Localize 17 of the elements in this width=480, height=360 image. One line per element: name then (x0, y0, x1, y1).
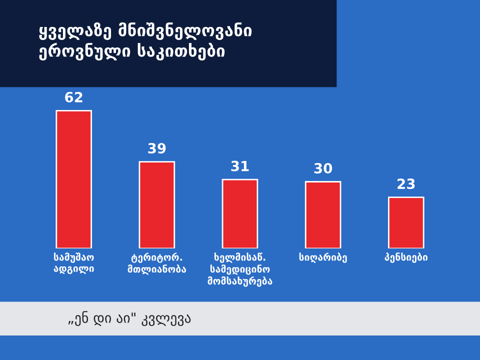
text: „ენ დი აი" კვლევა (68, 311, 191, 326)
data-label: 30 (314, 163, 332, 174)
bar (56, 110, 92, 248)
x-tick-label: პენსიები (384, 252, 428, 263)
x-tick-label: ტერიტორ. მთლიანობა (128, 252, 186, 275)
bar (222, 178, 258, 248)
data-label: 31 (231, 160, 249, 172)
bar (304, 181, 342, 248)
x-tick-label: სამუშაო ადგილი (54, 252, 94, 274)
bar (388, 196, 424, 248)
data-label: 23 (398, 178, 415, 190)
x-tick-label: სიღარიბე (299, 252, 347, 263)
bar (138, 161, 176, 248)
data-label: 39 (148, 143, 166, 154)
x-tick-label: ხელმისაწ. სამედიცინო მომსახურება (208, 252, 272, 287)
data-label: 62 (65, 92, 82, 102)
chart-title: ყველაზე მნიშვნელოვანი ეროვნული საკითხები (39, 22, 252, 60)
